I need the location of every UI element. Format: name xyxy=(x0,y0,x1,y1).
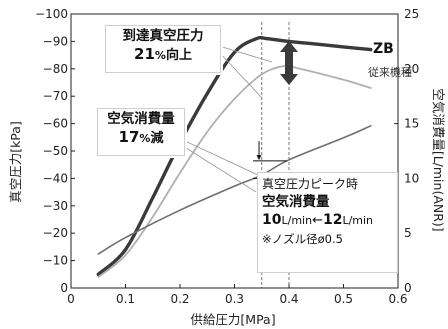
air-callout-title: 空気消費量 xyxy=(107,111,175,127)
tick-labels: 0 0.1 0.2 0.3 0.4 0.5 0.6−100−90−80−70−60−50−4… xyxy=(35,7,419,306)
info-note: ※ノズル径ø0.5 xyxy=(262,232,343,246)
info-flow-change: 10L/min←12L/min xyxy=(262,211,397,230)
x-axis-title: 供給圧力[MPa] xyxy=(190,312,275,327)
y-left-tick-label: −20 xyxy=(43,226,68,240)
y-left-tick-label: −40 xyxy=(43,171,68,185)
y-right-tick-label: 0 xyxy=(404,281,412,295)
y-right-tick-label: 15 xyxy=(404,117,419,131)
y-left-tick-label: −10 xyxy=(43,254,68,268)
info-to-unit: L/min xyxy=(342,214,374,227)
air-suffix: 減 xyxy=(150,131,164,146)
y-left-tick-label: −100 xyxy=(35,7,68,21)
vacuum-callout-title: 到達真空圧力 xyxy=(122,28,204,44)
info-to-value: 12 xyxy=(322,212,343,228)
info-heading: 真空圧力ピーク時 xyxy=(262,177,359,191)
air-callout-value: 17%減 xyxy=(98,128,184,148)
series-label-zb: ZB xyxy=(373,41,394,57)
x-tick-label: 0.4 xyxy=(279,292,298,306)
series-line-zb xyxy=(96,35,373,276)
vacuum-improvement-callout: 到達真空圧力 21%向上 xyxy=(105,25,221,73)
vacuum-callout-value: 21%向上 xyxy=(106,45,220,65)
peak-info-box: 真空圧力ピーク時 空気消費量 10L/min←12L/min ※ノズル径ø0.5 xyxy=(257,172,398,273)
vacuum-percent: 21 xyxy=(134,45,155,63)
y-right-tick-label: 5 xyxy=(404,226,412,240)
x-tick-label: 0.1 xyxy=(116,292,135,306)
y-left-tick-label: −80 xyxy=(43,62,68,76)
series-layer xyxy=(96,35,373,278)
series-label-conventional: 従来機種 xyxy=(368,66,412,79)
y-left-tick-label: −70 xyxy=(43,89,68,103)
vacuum-suffix: 向上 xyxy=(165,48,192,63)
series-line-air-consumption xyxy=(97,125,372,255)
y-left-tick-label: −50 xyxy=(43,144,68,158)
y-left-tick-label: −90 xyxy=(43,34,68,48)
series-line-conventional xyxy=(97,64,372,278)
y-left-tick-label: 0 xyxy=(60,281,68,295)
air-reduction-callout: 空気消費量 17%減 xyxy=(97,108,185,156)
air-percent: 17 xyxy=(118,128,140,146)
info-from-unit: L/min xyxy=(281,214,313,227)
y-right-tick-label: 25 xyxy=(404,7,419,21)
y-right-axis-title: 空気消費量[L/min(ANR)] xyxy=(431,88,446,231)
x-tick-label: 0.3 xyxy=(225,292,244,306)
y-right-tick-label: 10 xyxy=(404,171,419,185)
y-left-tick-label: −60 xyxy=(43,117,68,131)
vacuum-callout-pointer xyxy=(218,45,273,63)
info-subheading: 空気消費量 xyxy=(262,194,330,210)
x-tick-label: 0.2 xyxy=(170,292,189,306)
x-tick-label: 0 xyxy=(67,292,75,306)
vacuum-difference-arrow-icon xyxy=(280,41,298,85)
info-arrow: ← xyxy=(312,213,323,228)
y-left-tick-label: −30 xyxy=(43,199,68,213)
y-left-axis-title: 真空圧力[kPa] xyxy=(8,121,23,203)
x-tick-label: 0.6 xyxy=(388,292,407,306)
air-callout-pointer xyxy=(182,139,259,176)
x-tick-label: 0.5 xyxy=(334,292,353,306)
vacuum-callout-pointer xyxy=(218,51,263,99)
air-percent-unit: % xyxy=(139,132,151,145)
air-callout-pointer xyxy=(182,145,257,193)
vacuum-percent-unit: % xyxy=(154,49,166,62)
y-right-tick-label: 20 xyxy=(404,62,419,76)
info-from-value: 10 xyxy=(262,212,282,228)
